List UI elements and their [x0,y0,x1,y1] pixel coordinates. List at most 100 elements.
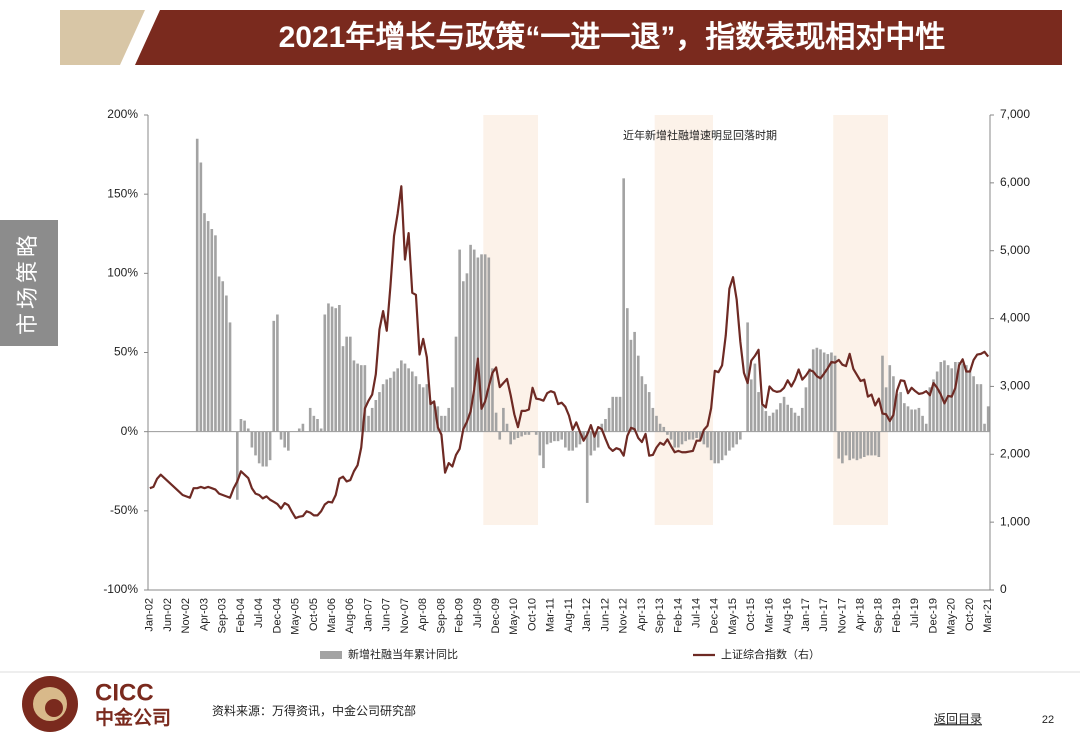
bar [895,393,899,432]
bar [370,407,374,432]
highlight-period [654,115,713,525]
x-tick-label: May-05 [290,598,302,635]
bar [414,376,418,432]
bar [483,254,487,432]
bar [338,305,341,432]
x-tick-label: Feb-04 [235,598,247,633]
x-tick-label: Aug-11 [563,598,575,633]
x-tick-label: Jan-12 [581,598,593,632]
bar [378,392,381,432]
bar [687,431,691,440]
x-tick-label: Sep-13 [654,598,666,633]
x-tick-label: Dec-14 [709,598,721,633]
bar [884,387,888,432]
x-tick-label: Oct-20 [964,598,976,631]
bar [903,403,906,432]
bar [749,379,753,432]
y-tick-label: 200% [107,107,138,121]
bar [615,396,618,432]
bar [826,354,830,432]
bar [808,368,811,432]
y2-tick-label: 7,000 [1000,107,1030,121]
bar [363,365,367,432]
annotation: 近年新增社融增速明显回落时期 [623,128,777,142]
bar [461,281,465,432]
x-tick-label: Nov-07 [399,598,411,633]
bar [243,420,246,432]
bar [655,415,658,432]
bar [283,431,287,448]
bar [429,400,432,432]
bar [279,431,283,440]
logo-emblem-core [45,699,63,717]
bar [797,415,800,432]
highlight-period [833,115,888,525]
bar [833,355,837,432]
bar [983,423,986,432]
y-tick-label: -100% [103,582,138,596]
bar [866,431,870,456]
bar [316,419,319,432]
x-tick-label: May-10 [508,598,520,635]
bar [892,376,895,432]
bar [859,431,862,459]
bar [684,431,687,442]
line [149,185,990,520]
bar [848,431,851,461]
x-tick-label: Nov-17 [836,598,848,633]
bar [961,363,964,432]
x-tick-label: Jan-07 [362,598,374,632]
bar [899,392,903,432]
bar [319,428,323,432]
header-banner [135,10,1062,65]
legend-swatch [320,651,342,659]
bar [567,431,571,451]
chart: 近年新增社融增速明显回落时期 -100% -50% 0% 50% 100% 150% 200%… [103,107,1030,661]
bar [954,362,957,432]
bar [560,431,564,440]
bar [593,431,596,451]
y-tick-label: 50% [114,345,138,359]
bar [731,431,735,448]
x-tick-label: Dec-04 [271,598,283,633]
bar [735,431,738,445]
bar [312,415,316,432]
bar [604,419,607,432]
bar [943,360,946,432]
bar [779,403,782,432]
bar [706,431,709,448]
bar [855,431,859,461]
bar [203,213,206,432]
bar [636,355,640,432]
bar [574,431,578,448]
bar [214,235,217,432]
x-tick-label: Feb-09 [454,598,466,633]
bar [235,431,239,500]
bar [254,431,257,456]
bar [760,404,764,432]
bar [454,336,458,432]
bar [465,273,469,432]
bar [246,428,250,432]
bar [458,249,461,432]
bar [800,407,804,432]
bar [589,431,593,456]
bar [658,423,662,432]
y2-tick-label: 2,000 [1000,446,1030,460]
bar [647,392,651,432]
bar [556,431,560,442]
y2-tick-label: 1,000 [1000,514,1030,528]
bar [837,431,841,459]
bar [975,384,979,432]
bar [698,431,702,442]
y-tick-label: -50% [110,503,138,517]
bar [308,407,312,432]
bar [505,423,509,432]
back-link[interactable]: 返回目录 [934,712,982,726]
bar [549,431,553,443]
x-tick-label: Dec-19 [927,598,939,633]
bar [775,409,779,432]
bar [359,365,363,432]
bar [680,431,684,445]
